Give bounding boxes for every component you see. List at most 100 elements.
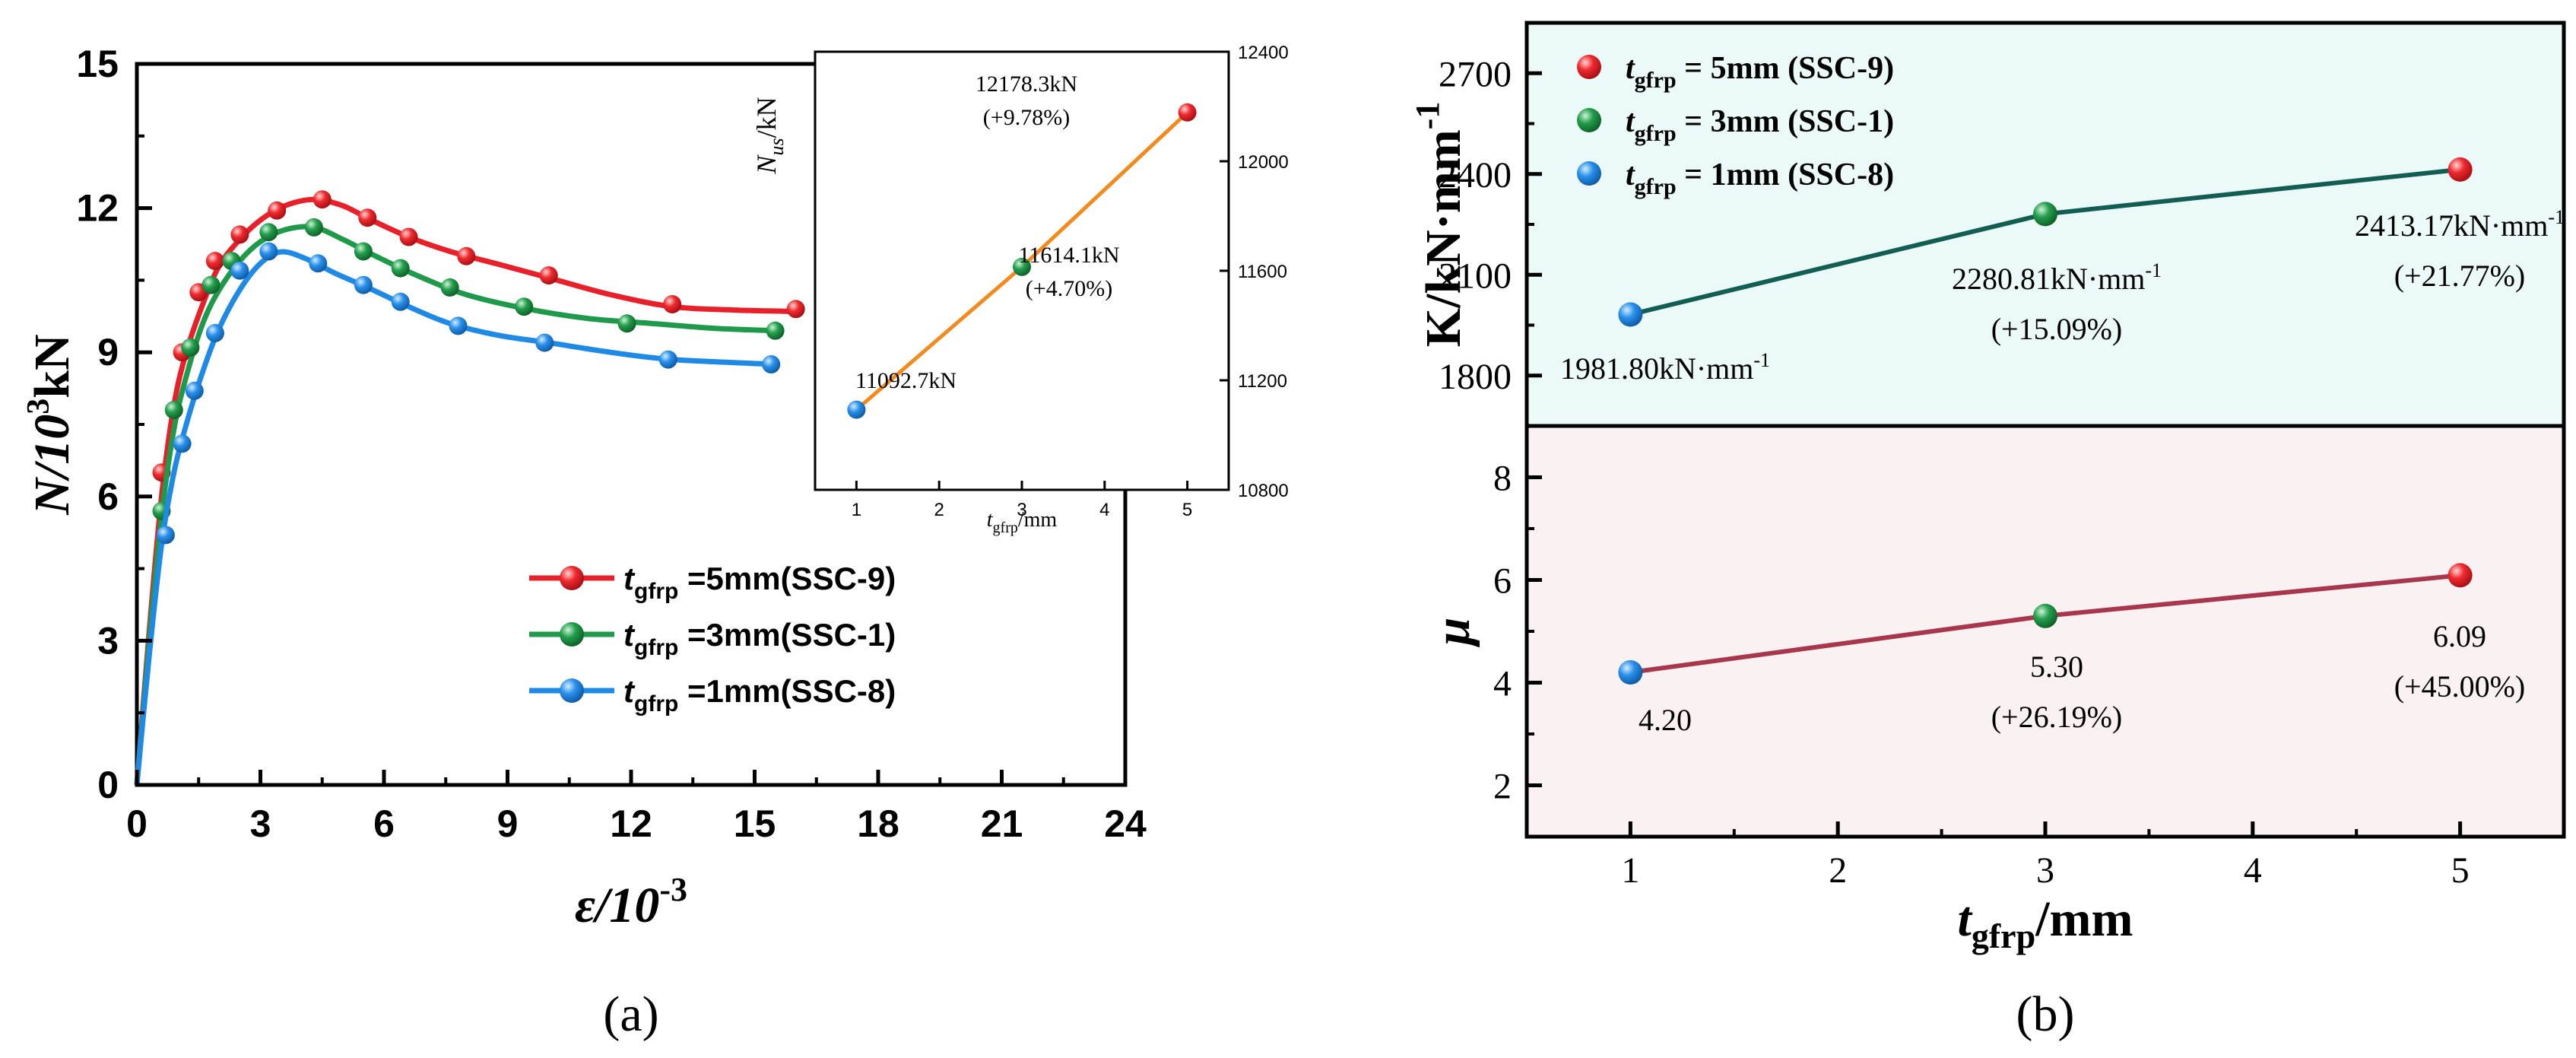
panel-b-label: (b) xyxy=(2016,987,2075,1042)
mu-y-tick-label-3: 8 xyxy=(1493,459,1512,499)
series-1-marker-3 xyxy=(201,275,220,294)
y-tick-label-a-3: 9 xyxy=(97,331,119,373)
panel-a-x-axis-title: ε/10-3 xyxy=(575,871,687,933)
legend-b-marker-3mm xyxy=(1577,108,1601,132)
k-marker-0 xyxy=(1618,302,1643,327)
x-tick-label-a-0: 0 xyxy=(126,802,148,845)
legend-b-text-5mm: tgfrp = 5mm (SSC-9) xyxy=(1626,51,1894,93)
panel-a-label: (a) xyxy=(603,987,658,1042)
panel-b-bottom-plot-group: 4.20 5.30 (+26.19%) 6.09 (+45.00%) xyxy=(1618,563,2525,737)
series-2-marker-8 xyxy=(391,292,410,311)
series-0-marker-10 xyxy=(539,266,558,285)
inset-marker-2 xyxy=(1178,103,1197,122)
series-0-marker-8 xyxy=(399,227,418,246)
series-1-marker-10 xyxy=(515,297,534,316)
legend-b-entry-1mm: tgfrp = 1mm (SSC-8) xyxy=(1577,157,1894,199)
inset-label-0: 11092.7kN xyxy=(855,368,956,393)
panel-a-series-group xyxy=(134,190,805,786)
panel-b-bottom-y-axis-title: μ xyxy=(1425,618,1480,648)
series-1-marker-7 xyxy=(354,242,373,261)
legend-b-label-5mm: = 5mm (SSC-9) xyxy=(1677,51,1894,86)
x-tick-label-a-4: 12 xyxy=(610,802,652,845)
x-tick-label-a-5: 15 xyxy=(734,802,776,845)
inset-x-axis-title: tgfrp/mm xyxy=(987,508,1058,536)
inset-xlabel-main: t xyxy=(987,508,994,532)
legend-a-sym-3mm: t xyxy=(623,617,636,653)
series-2-marker-0 xyxy=(156,526,175,545)
legend-a-text-3mm: tgfrp =3mm(SSC-1) xyxy=(623,617,896,660)
panel-b-bottom-background xyxy=(1527,426,2564,837)
legend-b-label-1mm: = 1mm (SSC-8) xyxy=(1677,157,1894,192)
b-x-tick-label-3: 4 xyxy=(2244,850,2262,891)
legend-a-label-5mm: =5mm(SSC-9) xyxy=(678,561,896,596)
panel-a-ylabel-unit: kN xyxy=(24,334,80,398)
inset-x-ticks: 1 2 3 4 5 xyxy=(852,481,1192,520)
panel-b-xlabel-main: t xyxy=(1958,891,1973,947)
legend-b-text-3mm: tgfrp = 3mm (SSC-1) xyxy=(1626,104,1894,146)
series-0-marker-3 xyxy=(205,252,224,271)
series-0-marker-5 xyxy=(268,201,287,220)
panel-b: 1981.80kN·mm-12280.81kN·mm-1(+15.09%)241… xyxy=(1409,21,2566,1042)
series-1-marker-2 xyxy=(181,338,200,357)
legend-b-entry-3mm: tgfrp = 3mm (SSC-1) xyxy=(1577,104,1894,146)
series-1-marker-12 xyxy=(766,321,785,340)
legend-b-sub-3mm: gfrp xyxy=(1635,121,1677,146)
mu-label-2: 6.09 xyxy=(2433,619,2486,653)
mu-pct-2: (+45.00%) xyxy=(2394,669,2526,704)
k-label-value-0: 1981.80kN·mm xyxy=(1560,351,1753,386)
k-marker-2 xyxy=(2448,157,2473,182)
legend-a-text-1mm: tgfrp =1mm(SSC-8) xyxy=(623,673,896,716)
k-pct-2: (+21.77%) xyxy=(2394,259,2526,293)
series-1-marker-11 xyxy=(617,314,636,333)
inset-chart: 11092.7kN 11614.1kN (+4.70%) 12178.3kN (+9.7… xyxy=(751,43,1289,536)
series-line-2 xyxy=(134,249,776,786)
legend-b-marker-5mm xyxy=(1577,55,1601,79)
mu-label-0: 4.20 xyxy=(1639,703,1692,737)
mu-label-1: 5.30 xyxy=(2030,650,2083,684)
legend-b-sym-5mm: t xyxy=(1626,51,1635,86)
legend-a-sub-3mm: gfrp xyxy=(634,635,678,660)
legend-a-sub-5mm: gfrp xyxy=(634,579,678,604)
legend-a-label-3mm: =3mm(SSC-1) xyxy=(678,617,896,653)
inset-y-ticks: 10800 11200 11600 12000 12400 xyxy=(1220,43,1289,501)
b-x-tick-label-4: 5 xyxy=(2451,850,2470,891)
inset-x-tick-label-2: 3 xyxy=(1017,500,1026,520)
series-1-marker-1 xyxy=(164,401,183,419)
series-2-marker-12 xyxy=(762,355,781,373)
series-line-0 xyxy=(134,196,796,786)
x-tick-label-a-8: 24 xyxy=(1104,802,1147,845)
inset-ylabel-sub: us xyxy=(766,138,788,155)
k-label-sup-0: -1 xyxy=(1753,349,1770,371)
k-pct-1: (+15.09%) xyxy=(1991,312,2123,346)
series-2-marker-3 xyxy=(205,323,224,342)
x-tick-label-a-7: 21 xyxy=(981,802,1023,845)
panel-a-ylabel-main: N/10 xyxy=(24,415,80,516)
k-y-tick-label-1: 2100 xyxy=(1439,256,1512,296)
legend-b-sym-1mm: t xyxy=(1626,157,1635,192)
x-tick-label-a-3: 9 xyxy=(497,802,519,845)
legend-a-marker-3mm xyxy=(560,622,584,647)
panel-b-top-ylabel-sup: -1 xyxy=(1409,102,1446,130)
series-1-marker-6 xyxy=(304,218,323,237)
inset-pct-1: (+4.70%) xyxy=(1026,276,1112,301)
panel-b-top-plot-group: 1981.80kN·mm-12280.81kN·mm-1(+15.09%)241… xyxy=(1560,157,2565,386)
series-0-marker-12 xyxy=(786,300,805,319)
legend-a-entry-3mm: tgfrp =3mm(SSC-1) xyxy=(529,617,896,660)
inset-y-tick-label-0: 10800 xyxy=(1238,481,1289,501)
mu-marker-1 xyxy=(2033,603,2057,628)
panel-b-xlabel-sub: gfrp xyxy=(1972,917,2035,955)
inset-ylabel-unit: /kN xyxy=(751,97,782,138)
inset-label-2: 12178.3kN xyxy=(976,71,1077,97)
panel-a-ylabel-sup: 3 xyxy=(21,399,56,415)
legend-a-text-5mm: tgfrp =5mm(SSC-9) xyxy=(623,561,896,604)
k-label-sup-2: -1 xyxy=(2548,206,2565,228)
y-tick-label-a-5: 15 xyxy=(76,43,119,85)
series-2-marker-6 xyxy=(309,254,328,273)
legend-b-entry-5mm: tgfrp = 5mm (SSC-9) xyxy=(1577,51,1894,93)
legend-a-marker-5mm xyxy=(560,566,584,590)
legend-b-sym-3mm: t xyxy=(1626,104,1635,139)
panel-b-top-ylabel-main: K/kN·mm xyxy=(1416,129,1471,347)
mu-marker-0 xyxy=(1618,660,1643,685)
mu-marker-2 xyxy=(2448,563,2473,588)
